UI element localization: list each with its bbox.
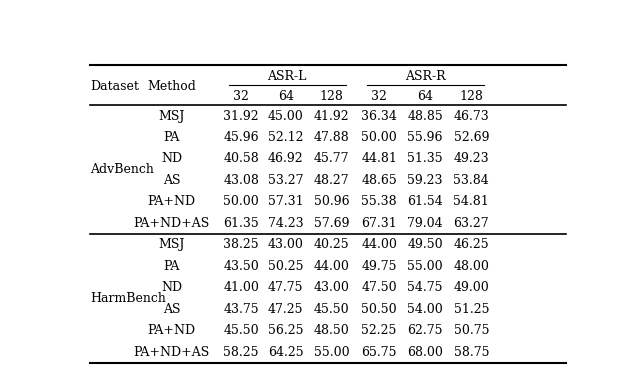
Text: 52.25: 52.25 bbox=[362, 324, 397, 337]
Text: 49.75: 49.75 bbox=[362, 260, 397, 273]
Text: 67.31: 67.31 bbox=[361, 217, 397, 230]
Text: 40.58: 40.58 bbox=[223, 152, 259, 165]
Text: 45.00: 45.00 bbox=[268, 110, 304, 123]
Text: 43.08: 43.08 bbox=[223, 174, 259, 187]
Text: 50.25: 50.25 bbox=[268, 260, 303, 273]
Text: 48.27: 48.27 bbox=[314, 174, 349, 187]
Text: 128: 128 bbox=[460, 89, 483, 102]
Text: PA+ND+AS: PA+ND+AS bbox=[134, 346, 210, 359]
Text: 43.50: 43.50 bbox=[223, 260, 259, 273]
Text: MSJ: MSJ bbox=[159, 238, 185, 251]
Text: 63.27: 63.27 bbox=[454, 217, 489, 230]
Text: 46.25: 46.25 bbox=[454, 238, 489, 251]
Text: 58.25: 58.25 bbox=[223, 346, 259, 359]
Text: 55.96: 55.96 bbox=[408, 131, 443, 144]
Text: 47.75: 47.75 bbox=[268, 281, 303, 294]
Text: ASR-L: ASR-L bbox=[267, 70, 306, 83]
Text: 46.73: 46.73 bbox=[454, 110, 489, 123]
Text: 74.23: 74.23 bbox=[268, 217, 303, 230]
Text: 45.50: 45.50 bbox=[223, 324, 259, 337]
Text: 31.92: 31.92 bbox=[223, 110, 259, 123]
Text: 32: 32 bbox=[371, 89, 387, 102]
Text: 45.50: 45.50 bbox=[314, 303, 349, 316]
Text: 56.25: 56.25 bbox=[268, 324, 303, 337]
Text: 44.81: 44.81 bbox=[361, 152, 397, 165]
Text: 43.00: 43.00 bbox=[268, 238, 304, 251]
Text: 32: 32 bbox=[233, 89, 249, 102]
Text: AS: AS bbox=[163, 174, 180, 187]
Text: 57.31: 57.31 bbox=[268, 196, 303, 209]
Text: PA+ND+AS: PA+ND+AS bbox=[134, 217, 210, 230]
Text: 62.75: 62.75 bbox=[408, 324, 443, 337]
Text: 50.96: 50.96 bbox=[314, 196, 349, 209]
Text: HarmBench: HarmBench bbox=[90, 292, 166, 305]
Text: 50.75: 50.75 bbox=[454, 324, 489, 337]
Text: 41.92: 41.92 bbox=[314, 110, 349, 123]
Text: 47.50: 47.50 bbox=[361, 281, 397, 294]
Text: MSJ: MSJ bbox=[159, 110, 185, 123]
Text: 79.04: 79.04 bbox=[408, 217, 443, 230]
Text: 61.54: 61.54 bbox=[407, 196, 443, 209]
Text: 54.00: 54.00 bbox=[407, 303, 443, 316]
Text: 49.00: 49.00 bbox=[454, 281, 489, 294]
Text: 55.00: 55.00 bbox=[314, 346, 349, 359]
Text: 52.12: 52.12 bbox=[268, 131, 303, 144]
Text: ND: ND bbox=[161, 152, 182, 165]
Text: 53.27: 53.27 bbox=[268, 174, 303, 187]
Text: 55.38: 55.38 bbox=[361, 196, 397, 209]
Text: 40.25: 40.25 bbox=[314, 238, 349, 251]
Text: AS: AS bbox=[163, 303, 180, 316]
Text: 49.23: 49.23 bbox=[454, 152, 489, 165]
Text: 48.85: 48.85 bbox=[407, 110, 443, 123]
Text: ASR-R: ASR-R bbox=[405, 70, 445, 83]
Text: 68.00: 68.00 bbox=[407, 346, 443, 359]
Text: 36.34: 36.34 bbox=[361, 110, 397, 123]
Text: 61.35: 61.35 bbox=[223, 217, 259, 230]
Text: 64.25: 64.25 bbox=[268, 346, 303, 359]
Text: 57.69: 57.69 bbox=[314, 217, 349, 230]
Text: 53.84: 53.84 bbox=[454, 174, 489, 187]
Text: Dataset: Dataset bbox=[90, 80, 139, 93]
Text: 64: 64 bbox=[417, 89, 433, 102]
Text: 44.00: 44.00 bbox=[361, 238, 397, 251]
Text: 49.50: 49.50 bbox=[408, 238, 443, 251]
Text: 51.25: 51.25 bbox=[454, 303, 489, 316]
Text: 58.75: 58.75 bbox=[454, 346, 489, 359]
Text: ND: ND bbox=[161, 281, 182, 294]
Text: 54.75: 54.75 bbox=[408, 281, 443, 294]
Text: 44.00: 44.00 bbox=[314, 260, 349, 273]
Text: 64: 64 bbox=[278, 89, 294, 102]
Text: 48.50: 48.50 bbox=[314, 324, 349, 337]
Text: PA+ND: PA+ND bbox=[148, 196, 196, 209]
Text: 128: 128 bbox=[319, 89, 344, 102]
Text: 50.00: 50.00 bbox=[361, 131, 397, 144]
Text: 43.75: 43.75 bbox=[223, 303, 259, 316]
Text: 43.00: 43.00 bbox=[314, 281, 349, 294]
Text: 50.50: 50.50 bbox=[361, 303, 397, 316]
Text: 65.75: 65.75 bbox=[362, 346, 397, 359]
Text: 52.69: 52.69 bbox=[454, 131, 489, 144]
Text: Method: Method bbox=[147, 80, 196, 93]
Text: AdvBench: AdvBench bbox=[90, 163, 154, 176]
Text: 47.88: 47.88 bbox=[314, 131, 349, 144]
Text: 41.00: 41.00 bbox=[223, 281, 259, 294]
Text: 59.23: 59.23 bbox=[408, 174, 443, 187]
Text: 45.77: 45.77 bbox=[314, 152, 349, 165]
Text: 38.25: 38.25 bbox=[223, 238, 259, 251]
Text: PA: PA bbox=[164, 131, 180, 144]
Text: 55.00: 55.00 bbox=[408, 260, 443, 273]
Text: PA+ND: PA+ND bbox=[148, 324, 196, 337]
Text: 50.00: 50.00 bbox=[223, 196, 259, 209]
Text: 46.92: 46.92 bbox=[268, 152, 303, 165]
Text: 54.81: 54.81 bbox=[454, 196, 489, 209]
Text: 45.96: 45.96 bbox=[223, 131, 259, 144]
Text: 48.00: 48.00 bbox=[453, 260, 490, 273]
Text: 47.25: 47.25 bbox=[268, 303, 303, 316]
Text: 51.35: 51.35 bbox=[408, 152, 443, 165]
Text: PA: PA bbox=[164, 260, 180, 273]
Text: 48.65: 48.65 bbox=[361, 174, 397, 187]
